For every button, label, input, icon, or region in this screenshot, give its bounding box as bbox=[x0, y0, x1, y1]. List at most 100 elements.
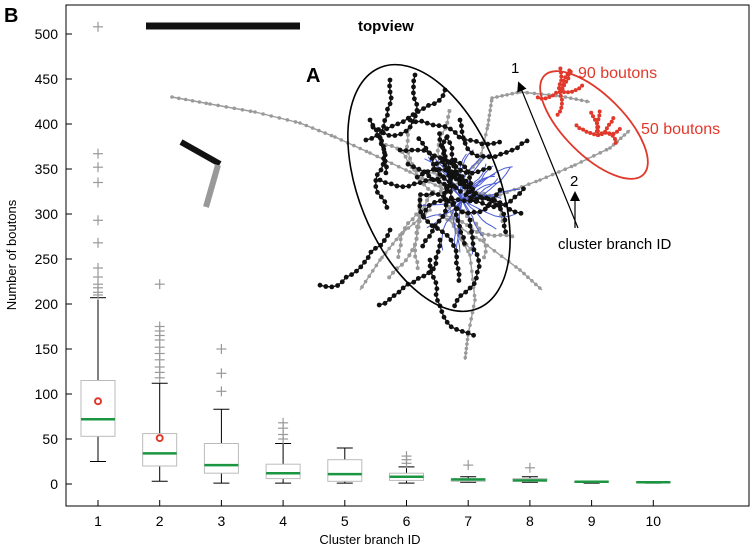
red-cluster-boutons bbox=[535, 66, 622, 145]
gray-bouton bbox=[415, 260, 420, 265]
gray-boutons bbox=[170, 90, 630, 360]
black-bouton bbox=[434, 286, 440, 292]
red-bouton bbox=[596, 133, 600, 137]
black-bouton bbox=[339, 279, 345, 285]
black-bouton bbox=[388, 181, 394, 187]
gray-bouton bbox=[573, 163, 577, 167]
black-bouton bbox=[492, 154, 498, 160]
red-bouton bbox=[559, 74, 564, 79]
gray-bouton bbox=[415, 266, 420, 271]
black-bouton bbox=[382, 118, 388, 123]
outlier-point bbox=[93, 237, 103, 248]
black-bouton bbox=[455, 197, 461, 203]
outlier-point bbox=[463, 460, 474, 471]
iqr-box bbox=[203, 443, 239, 474]
red-bouton bbox=[609, 119, 614, 124]
mean-marker bbox=[155, 434, 164, 443]
y-tick-label: 500 bbox=[35, 26, 59, 42]
black-bouton bbox=[492, 198, 497, 203]
box-cluster-2 bbox=[142, 279, 178, 482]
gray-bouton bbox=[420, 176, 425, 181]
black-bouton bbox=[426, 103, 431, 108]
black-bouton bbox=[430, 122, 436, 128]
black-bouton bbox=[398, 131, 404, 137]
black-bouton bbox=[454, 298, 460, 303]
black-bouton bbox=[426, 173, 432, 179]
gray-bouton bbox=[486, 123, 490, 127]
gray-bouton bbox=[500, 94, 504, 98]
black-bouton bbox=[386, 133, 392, 138]
black-bouton bbox=[446, 179, 452, 185]
black-bouton bbox=[462, 137, 467, 143]
gray-bouton bbox=[544, 175, 549, 180]
red-bouton bbox=[588, 131, 593, 135]
gray-bouton bbox=[483, 243, 488, 248]
outlier-point bbox=[278, 417, 289, 428]
gray-bouton bbox=[414, 230, 419, 235]
red-bouton bbox=[558, 109, 562, 114]
black-bouton bbox=[448, 126, 453, 132]
red-bouton bbox=[554, 90, 559, 95]
black-bouton bbox=[431, 274, 436, 280]
orientation-glyph bbox=[179, 139, 222, 208]
black-bouton bbox=[421, 273, 427, 279]
plot-axes: 0 50 100 150 200 250 300 350 400 450 500 1 2 3 4 5 6 7 8 9… bbox=[35, 4, 750, 529]
red-bouton bbox=[558, 90, 562, 94]
black-bouton bbox=[367, 117, 373, 123]
black-bouton bbox=[395, 121, 401, 127]
black-bouton bbox=[389, 123, 395, 129]
black-bouton bbox=[474, 139, 479, 144]
black-bouton bbox=[453, 206, 459, 212]
gray-bouton bbox=[446, 114, 451, 119]
black-bouton bbox=[459, 129, 465, 135]
red-bouton bbox=[615, 129, 619, 134]
gray-bouton bbox=[532, 91, 537, 96]
gray-bouton bbox=[397, 164, 401, 169]
red-bouton bbox=[562, 90, 566, 95]
black-bouton bbox=[406, 183, 412, 189]
black-bouton bbox=[508, 198, 513, 204]
black-bouton bbox=[449, 145, 455, 151]
y-axis-label: Number of boutons bbox=[4, 199, 19, 310]
black-bouton bbox=[457, 181, 463, 187]
x-tick-label: 6 bbox=[403, 513, 411, 529]
black-bouton bbox=[392, 133, 398, 138]
gray-bouton bbox=[486, 118, 491, 122]
black-bouton bbox=[373, 245, 378, 251]
black-bouton bbox=[445, 159, 451, 165]
black-bouton bbox=[435, 192, 441, 197]
gray-bouton bbox=[400, 231, 405, 236]
black-bouton bbox=[470, 241, 476, 247]
black-bouton bbox=[420, 140, 425, 146]
black-bouton bbox=[458, 229, 464, 235]
box-plots bbox=[80, 21, 671, 484]
black-bouton bbox=[454, 327, 459, 332]
black-bouton bbox=[437, 237, 443, 243]
black-bouton bbox=[425, 219, 431, 225]
box-cluster-9 bbox=[574, 480, 610, 484]
y-tick-label: 100 bbox=[35, 386, 59, 402]
red-bouton bbox=[574, 123, 579, 128]
gray-bouton bbox=[403, 154, 408, 159]
gray-bouton bbox=[472, 293, 477, 298]
black-bouton bbox=[515, 145, 520, 151]
black-bouton bbox=[491, 141, 497, 146]
black-bouton bbox=[436, 123, 442, 129]
gray-bouton bbox=[397, 249, 401, 253]
black-bouton bbox=[503, 229, 508, 235]
gray-bouton bbox=[304, 123, 309, 128]
orientation-bar-gray bbox=[203, 164, 221, 208]
black-bouton bbox=[480, 196, 485, 201]
gray-bouton bbox=[465, 337, 470, 342]
black-bouton bbox=[441, 176, 447, 181]
black-bouton bbox=[449, 157, 455, 163]
black-bouton bbox=[385, 106, 390, 112]
black-bouton bbox=[444, 233, 450, 238]
black-bouton bbox=[456, 272, 462, 277]
black-boutons bbox=[317, 72, 530, 338]
black-bouton bbox=[502, 217, 508, 223]
gray-bouton bbox=[224, 105, 228, 109]
black-bouton bbox=[400, 285, 406, 291]
gray-bouton bbox=[367, 274, 372, 279]
black-bouton bbox=[433, 280, 439, 286]
